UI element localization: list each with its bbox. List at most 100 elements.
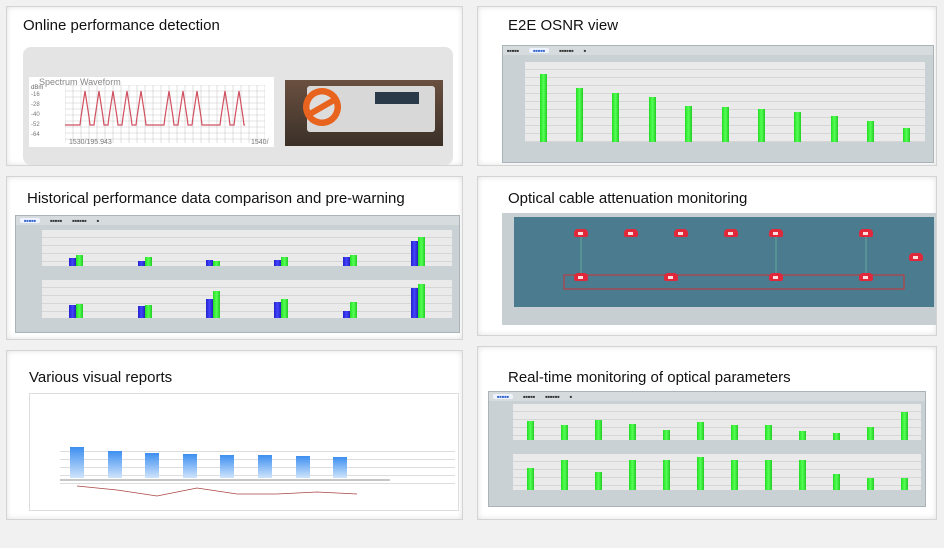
chart-bar: [144, 304, 152, 318]
chart-bar: [212, 291, 220, 318]
chart-tabs[interactable]: ■■■■■ ■■■■■ ■■■■■■ ■: [489, 392, 925, 401]
historical-bottom-plot: [42, 280, 452, 318]
chart-bar: [832, 432, 840, 440]
device-photo: [285, 80, 443, 146]
spectrum-x-start: 1530/195.943: [69, 139, 112, 146]
chart-bar: [526, 420, 534, 440]
panel-title: Real-time monitoring of optical paramete…: [508, 369, 791, 386]
y-tick: -16: [31, 92, 40, 98]
panel-visual-reports: Various visual reports: [6, 350, 463, 520]
ne-node[interactable]: [909, 253, 923, 261]
chart-bar: [212, 260, 220, 266]
chart-bar: [349, 301, 357, 318]
ne-node[interactable]: [574, 273, 588, 281]
historical-chart-window: ■■■■■ ■■■■■ ■■■■■■ ■: [15, 215, 460, 333]
ne-node[interactable]: [674, 229, 688, 237]
chart-bar: [594, 419, 602, 440]
chart-bar: [69, 304, 77, 318]
chart-bar: [137, 305, 145, 318]
chart-bar: [274, 301, 282, 318]
chart-bar: [137, 260, 145, 266]
chart-bar: [205, 299, 213, 318]
chart-bar: [794, 112, 802, 142]
chart-bar: [274, 259, 282, 266]
chart-bar: [539, 74, 547, 142]
chart-bar: [76, 303, 84, 318]
report-bar: [295, 455, 310, 478]
report-bar: [220, 455, 235, 478]
chart-bar: [526, 467, 534, 490]
chart-bar: [866, 478, 874, 490]
y-tick: -40: [31, 112, 40, 118]
chart-bar: [417, 283, 425, 318]
report-bar: [145, 452, 160, 478]
chart-bar: [560, 460, 568, 490]
report-chart: [29, 393, 459, 511]
panel-title: Various visual reports: [29, 369, 173, 386]
image-frame: Spectrum Waveform dBm -16 -28 -40 -52 -64 15…: [23, 47, 453, 165]
chart-bar: [830, 116, 838, 142]
spectrum-x-end: 1540/: [251, 139, 269, 146]
chart-bar: [866, 426, 874, 440]
chart-bar: [721, 107, 729, 142]
spectrum-y-ticks: -16 -28 -40 -52 -64: [31, 90, 40, 140]
chart-bar: [144, 257, 152, 266]
ne-node[interactable]: [574, 229, 588, 237]
report-bar: [107, 450, 122, 478]
chart-tabs[interactable]: ■■■■■ ■■■■■ ■■■■■■ ■: [503, 46, 933, 55]
spectrum-chart: Spectrum Waveform dBm -16 -28 -40 -52 -64 15…: [29, 77, 274, 147]
chart-tabs[interactable]: ■■■■■ ■■■■■ ■■■■■■ ■: [16, 216, 459, 225]
panel-cable-attenuation: Optical cable attenuation monitoring: [477, 176, 937, 336]
report-bar: [258, 455, 273, 478]
y-tick: -52: [31, 122, 40, 128]
realtime-chart-window: ■■■■■ ■■■■■ ■■■■■■ ■: [488, 391, 926, 507]
chart-bar: [594, 472, 602, 490]
waveform-line: [65, 90, 245, 126]
chart-bar: [903, 128, 911, 142]
chart-bar: [281, 257, 289, 266]
chart-bar: [764, 460, 772, 490]
chart-bar: [628, 460, 636, 490]
report-bar: [333, 456, 348, 478]
chart-bar: [798, 431, 806, 440]
chart-bar: [349, 255, 357, 266]
report-bar: [70, 447, 84, 478]
ne-node[interactable]: [664, 273, 678, 281]
report-plot: [60, 444, 455, 497]
osnr-plot: [525, 62, 925, 142]
chart-bar: [696, 422, 704, 440]
ne-node[interactable]: [624, 229, 638, 237]
chart-bar: [900, 478, 908, 490]
chart-bar: [76, 255, 84, 266]
chart-bar: [417, 237, 425, 266]
topology-canvas: [514, 217, 934, 307]
realtime-bottom-plot: [513, 454, 921, 490]
chart-bar: [612, 93, 620, 142]
panel-online-performance: Online performance detection Spectrum Wa…: [6, 6, 463, 166]
ne-node[interactable]: [859, 273, 873, 281]
topology-window: [502, 213, 936, 325]
panel-realtime-monitoring: Real-time monitoring of optical paramete…: [477, 346, 937, 520]
chart-bar: [648, 97, 656, 142]
ne-node[interactable]: [769, 229, 783, 237]
chart-bar: [205, 259, 213, 266]
chart-bar: [730, 425, 738, 440]
chart-bar: [832, 473, 840, 490]
ne-node[interactable]: [724, 229, 738, 237]
chart-bar: [696, 457, 704, 490]
ne-node[interactable]: [769, 273, 783, 281]
chart-bar: [757, 109, 765, 142]
panel-historical: Historical performance data comparison a…: [6, 176, 463, 340]
chart-bar: [281, 299, 289, 318]
chart-bar: [410, 287, 418, 318]
ne-node[interactable]: [859, 229, 873, 237]
spectrum-title: Spectrum Waveform: [39, 77, 121, 87]
chart-bar: [662, 460, 670, 490]
y-tick: -64: [31, 132, 40, 138]
chart-bar: [798, 460, 806, 490]
spectrum-waveform: [65, 85, 265, 143]
chart-bar: [560, 425, 568, 440]
panel-title: Online performance detection: [23, 17, 220, 34]
report-bar: [182, 454, 197, 478]
spectrum-unit: dBm: [31, 85, 44, 91]
